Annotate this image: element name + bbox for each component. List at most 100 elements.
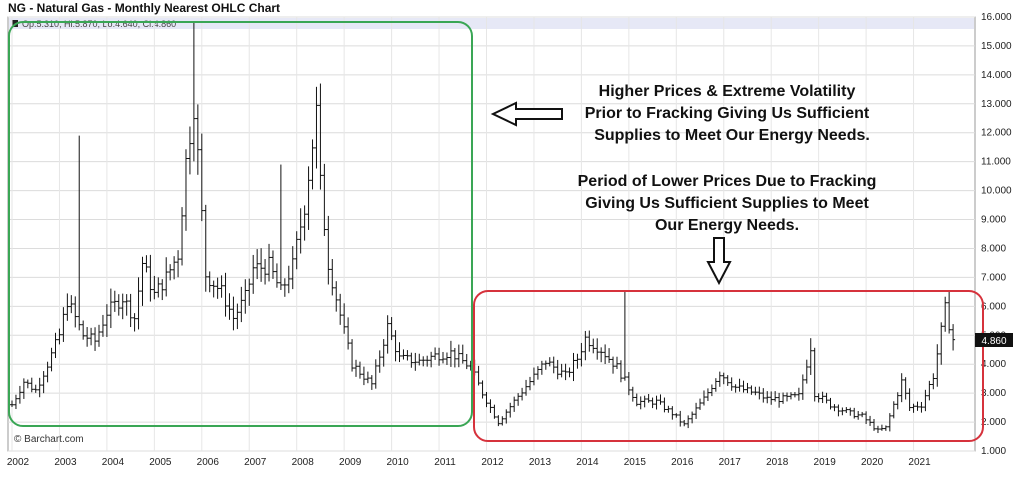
ohlc-bar — [678, 410, 683, 427]
ohlc-bar — [89, 327, 94, 346]
ohlc-bar — [875, 425, 880, 434]
x-tick-label: 2006 — [197, 457, 220, 468]
down-arrow-icon — [706, 237, 732, 286]
ohlc-bar — [33, 384, 38, 393]
ohlc-bar — [294, 231, 299, 270]
ohlc-bar — [239, 286, 244, 323]
ohlc-bar — [41, 371, 46, 394]
ohlc-bar — [820, 391, 825, 403]
ohlc-bar — [346, 317, 351, 350]
ohlc-bar — [603, 344, 608, 365]
x-tick-label: 2018 — [766, 457, 789, 468]
ohlc-bar — [836, 404, 841, 417]
ohlc-bar — [599, 347, 604, 363]
ohlc-bar — [887, 413, 892, 432]
ohlc-bar — [891, 401, 896, 419]
ohlc-bar — [25, 379, 30, 389]
ohlc-bar — [124, 294, 129, 316]
ohlc-bar — [112, 290, 117, 312]
ohlc-bar — [437, 347, 442, 366]
watermark: © Barchart.com — [14, 434, 84, 445]
ohlc-bar — [531, 367, 536, 386]
ohlc-bar — [77, 135, 82, 331]
ohlc-bar — [547, 357, 552, 367]
y-tick-label: 10.000 — [981, 186, 1012, 197]
x-tick-label: 2011 — [434, 457, 456, 468]
ohlc-bar — [357, 361, 362, 379]
ohlc-bar — [96, 324, 101, 347]
ohlc-bar — [911, 403, 916, 413]
ohlc-bar — [788, 392, 793, 400]
ohlc-bar — [527, 376, 532, 391]
annotation-box1: Higher Prices & Extreme Volatility Prior… — [585, 83, 870, 144]
ohlc-bar — [682, 419, 687, 427]
ohlc-bar — [73, 296, 78, 328]
ohlc-bar — [373, 359, 378, 389]
ohlc-bar — [377, 350, 382, 373]
x-tick-label: 2005 — [149, 457, 172, 468]
ohlc-bar — [484, 391, 489, 408]
ohlc-bar — [500, 416, 505, 426]
ohlc-bar — [45, 361, 50, 383]
ohlc-bar — [765, 391, 770, 404]
y-tick-label: 2.000 — [981, 417, 1006, 428]
ohlc-bar — [721, 372, 726, 385]
ohlc-bar — [342, 303, 347, 334]
ohlc-bar — [630, 386, 635, 402]
ohlc-bar — [302, 205, 307, 241]
ohlc-bar — [191, 22, 196, 162]
ohlc-bar — [800, 374, 805, 400]
ohlc-bar — [848, 407, 853, 416]
ohlc-bar — [622, 291, 627, 381]
ohlc-bar — [883, 425, 888, 431]
ohlc-bar — [314, 86, 319, 169]
y-tick-label: 1.000 — [981, 446, 1006, 457]
x-tick-label: 2019 — [814, 457, 837, 468]
ohlc-bar — [338, 293, 343, 325]
ohlc-bar — [947, 291, 952, 334]
x-tick-label: 2014 — [576, 457, 599, 468]
y-tick-label: 7.000 — [981, 272, 1006, 283]
ohlc-bar — [698, 398, 703, 410]
ohlc-bar — [326, 215, 331, 285]
ohlc-bar — [816, 393, 821, 403]
ohlc-bar — [694, 402, 699, 419]
ohlc-bar — [868, 415, 873, 426]
ohlc-bar — [840, 407, 845, 416]
ohlc-bar — [425, 355, 430, 367]
ohlc-bar — [322, 163, 327, 237]
ohlc-bar — [575, 353, 580, 369]
ohlc-bar — [441, 351, 446, 364]
ohlc-bar — [512, 396, 517, 412]
ohlc-bar — [907, 388, 912, 412]
ohlc-bar — [777, 392, 782, 408]
ohlc-bar — [81, 320, 86, 340]
annotation-box2-line-2: Giving Us Sufficient Supplies to Meet — [585, 195, 869, 212]
ohlc-bar — [286, 265, 291, 294]
ohlc-bars — [10, 22, 956, 434]
ohlc-bar — [618, 360, 623, 383]
ohlc-bar — [93, 327, 98, 351]
ohlc-bar — [551, 356, 556, 374]
ohlc-bar — [701, 390, 706, 406]
y-tick-label: 6.000 — [981, 301, 1006, 312]
ohlc-bar — [160, 279, 165, 301]
ohlc-bar — [872, 419, 877, 431]
ohlc-bar — [385, 315, 390, 354]
x-tick-label: 2002 — [7, 457, 30, 468]
annotation-box1-line-2: Prior to Fracking Giving Us Sufficient — [585, 105, 870, 122]
ohlc-bar — [409, 352, 414, 368]
x-tick-label: 2007 — [244, 457, 267, 468]
ohlc-bar — [401, 349, 406, 360]
x-tick-label: 2016 — [671, 457, 694, 468]
ohlc-bar — [144, 255, 149, 273]
ohlc-bar — [65, 293, 70, 321]
ohlc-bar — [318, 83, 323, 190]
x-axis-ticks: 2002 2003 2004 2005 2006 2007 2008 2009 2010 2011… — [7, 457, 931, 468]
ohlc-bar — [128, 293, 133, 328]
ohlc-bar — [156, 277, 161, 298]
ohlc-bar — [235, 303, 240, 330]
ohlc-bar — [247, 278, 252, 306]
y-tick-label: 14.000 — [981, 70, 1012, 81]
annotation-box2-line-3: Our Energy Needs. — [655, 217, 799, 234]
